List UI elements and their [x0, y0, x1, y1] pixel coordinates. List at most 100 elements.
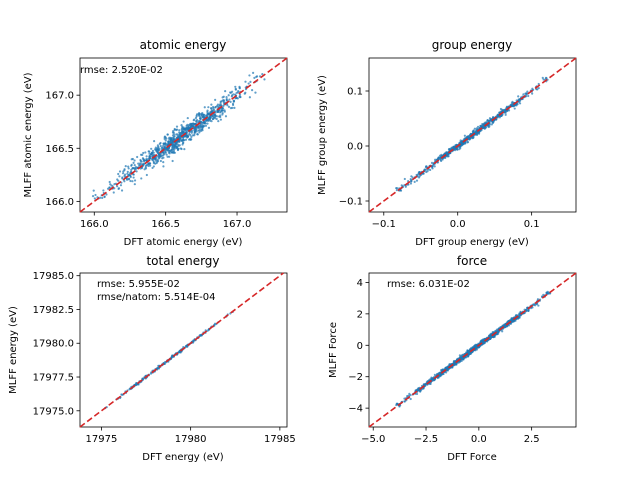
data-point — [182, 128, 185, 131]
data-point — [189, 134, 192, 137]
data-point — [223, 109, 226, 112]
data-point — [164, 139, 167, 142]
data-point — [505, 105, 509, 108]
data-point — [229, 107, 233, 110]
data-point — [94, 193, 97, 197]
data-point — [207, 119, 210, 122]
data-point — [221, 109, 224, 112]
data-point — [133, 159, 136, 162]
data-point — [118, 170, 122, 173]
scatter-points — [395, 76, 549, 192]
data-point — [173, 151, 176, 154]
data-point — [190, 135, 193, 139]
data-point — [189, 124, 192, 127]
data-point — [166, 155, 169, 158]
y-tick-label: 0 — [357, 341, 363, 352]
data-point — [161, 157, 164, 160]
data-point — [136, 155, 139, 159]
data-point — [207, 106, 210, 109]
data-point — [140, 163, 144, 166]
data-point — [491, 116, 495, 119]
data-point — [255, 75, 259, 78]
data-point — [210, 120, 213, 123]
data-point — [213, 322, 217, 325]
data-point — [186, 116, 189, 120]
y-tick-label: 166.5 — [45, 144, 74, 155]
data-point — [131, 180, 134, 183]
data-point — [178, 351, 181, 354]
data-point — [130, 163, 133, 166]
data-point — [415, 392, 419, 396]
panel-title: force — [457, 254, 487, 268]
data-point — [221, 96, 224, 99]
data-point — [145, 155, 148, 158]
data-point — [249, 80, 252, 83]
data-point — [152, 165, 155, 168]
data-point — [513, 107, 516, 110]
tick-group: 17975 17980 17985 17975.0 17977.5 17980.0 1798… — [33, 271, 296, 445]
data-point — [129, 170, 133, 173]
data-point — [154, 157, 157, 160]
data-point — [208, 117, 212, 120]
data-point — [544, 76, 548, 79]
data-point — [195, 115, 198, 118]
data-point — [235, 91, 238, 94]
y-tick-label: 4 — [357, 278, 363, 289]
data-point — [229, 91, 232, 94]
data-point — [182, 136, 185, 139]
data-point — [444, 367, 447, 370]
data-point — [189, 125, 192, 128]
data-point — [182, 120, 185, 123]
data-point — [129, 179, 132, 183]
data-point — [471, 130, 474, 133]
data-point — [221, 111, 224, 115]
data-point — [440, 159, 443, 163]
data-point — [248, 74, 251, 77]
data-point — [157, 148, 160, 151]
data-point — [490, 335, 493, 338]
x-axis-label: DFT atomic energy (eV) — [124, 237, 243, 248]
data-point — [504, 110, 507, 113]
data-point — [225, 96, 228, 99]
data-point — [451, 147, 454, 150]
data-point — [462, 142, 465, 146]
data-point — [422, 172, 425, 175]
panel-title: group energy — [432, 38, 512, 52]
data-point — [185, 134, 188, 137]
data-point — [151, 166, 154, 170]
data-point — [201, 129, 204, 132]
data-point — [212, 116, 215, 119]
data-point — [167, 140, 170, 144]
panel-group-energy: group energy −0.1 0.0 0.1 −0.1 0.0 0.1 DFT gr… — [317, 38, 577, 248]
data-point — [415, 179, 419, 182]
axes-frame — [79, 57, 288, 213]
data-point — [167, 142, 170, 145]
data-point — [247, 82, 250, 85]
data-point — [183, 147, 186, 151]
y-tick-label: 167.0 — [45, 91, 74, 102]
data-point — [474, 343, 477, 346]
data-point — [188, 137, 192, 141]
data-point — [140, 167, 144, 170]
y-axis-label: MLFF Force — [328, 322, 339, 378]
data-point — [117, 179, 120, 182]
data-point — [546, 292, 550, 295]
x-tick-label: 0.0 — [450, 219, 466, 230]
data-point — [456, 148, 459, 151]
data-point — [138, 164, 141, 167]
data-point — [118, 175, 121, 178]
data-point — [137, 162, 140, 165]
data-point — [234, 85, 237, 88]
data-point — [159, 141, 162, 145]
data-point — [475, 346, 479, 349]
data-point — [418, 171, 421, 174]
data-point — [417, 172, 420, 176]
data-point — [117, 172, 120, 176]
data-point — [199, 124, 202, 127]
data-point — [466, 135, 469, 139]
data-point — [222, 99, 226, 103]
data-point — [433, 373, 436, 376]
data-point — [156, 144, 159, 147]
data-point — [432, 379, 436, 382]
data-point — [126, 170, 129, 173]
